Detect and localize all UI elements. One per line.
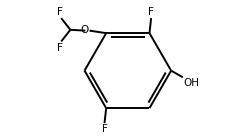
- Text: F: F: [57, 43, 63, 53]
- Text: OH: OH: [184, 78, 200, 88]
- Text: F: F: [102, 124, 107, 134]
- Text: F: F: [57, 7, 63, 17]
- Text: O: O: [80, 25, 89, 35]
- Text: F: F: [148, 7, 154, 17]
